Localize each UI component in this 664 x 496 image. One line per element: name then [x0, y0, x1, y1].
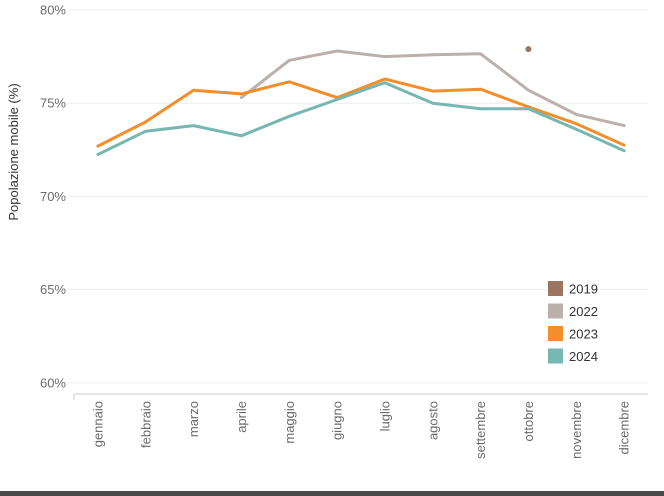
line-2024	[96, 81, 626, 156]
x-tick-label-febbraio: febbraio	[138, 401, 153, 448]
x-tick-label-agosto: agosto	[425, 401, 440, 440]
series-2019	[525, 46, 532, 53]
y-tick-label-70: 70%	[40, 189, 66, 204]
x-tick-label-marzo: marzo	[186, 401, 201, 437]
x-tick-label-maggio: maggio	[282, 401, 297, 444]
x-tick-label-settembre: settembre	[473, 401, 488, 459]
y-axis-title: Popolazione mobile (%)	[6, 83, 21, 220]
legend-item-2022[interactable]: 2022	[548, 303, 598, 320]
y-tick-label-75: 75%	[40, 96, 66, 111]
series-2023	[96, 77, 626, 148]
y-tick-label-65: 65%	[40, 282, 66, 297]
legend-label-2024: 2024	[569, 349, 598, 364]
legend-item-2019[interactable]: 2019	[548, 281, 598, 297]
legend-label-2022: 2022	[569, 304, 598, 319]
y-axis-ticks: 60% 65% 70% 75% 80%	[40, 3, 66, 391]
x-tick-label-novembre: novembre	[569, 401, 584, 459]
legend-swatch-2019	[548, 281, 563, 296]
series-2022	[239, 49, 626, 128]
line-2023	[96, 77, 626, 148]
line-2022	[239, 49, 626, 128]
x-tick-label-gennaio: gennaio	[90, 401, 105, 447]
legend-swatch-2023	[548, 326, 563, 341]
y-tick-label-80: 80%	[40, 3, 66, 18]
legend-item-2024[interactable]: 2024	[548, 348, 598, 365]
legend-swatch-2022	[548, 303, 563, 319]
legend[interactable]: 2019 2022 2023 2024	[548, 281, 598, 364]
series-lines	[96, 46, 626, 156]
x-tick-label-luglio: luglio	[377, 401, 392, 431]
legend-label-2023: 2023	[569, 327, 598, 342]
series-2024	[96, 81, 626, 156]
legend-item-2023[interactable]: 2023	[548, 326, 598, 342]
bottom-divider	[0, 491, 664, 496]
legend-swatch-2024	[548, 348, 563, 364]
x-axis: gennaio febbraio marzo aprile maggio giugno lu…	[73, 393, 648, 459]
x-tick-label-aprile: aprile	[234, 401, 249, 433]
x-tick-label-dicembre: dicembre	[617, 401, 632, 454]
x-tick-label-ottobre: ottobre	[521, 401, 536, 441]
x-tick-label-giugno: giugno	[330, 401, 345, 440]
point-2019	[525, 46, 532, 53]
legend-label-2019: 2019	[569, 282, 598, 297]
y-tick-label-60: 60%	[40, 375, 66, 390]
